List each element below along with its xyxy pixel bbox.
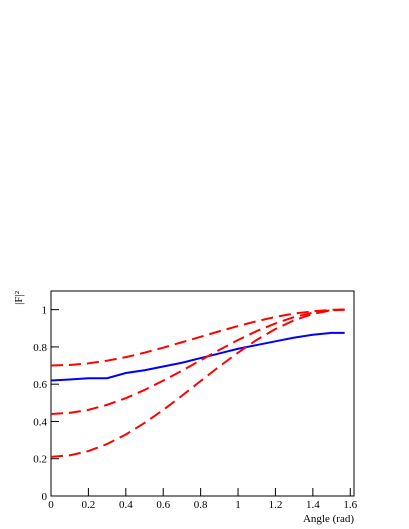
x-tick-label: 0.4 xyxy=(119,499,133,511)
x-tick-label: 1.6 xyxy=(343,499,357,511)
y-tick-label: 0.4 xyxy=(33,416,47,428)
x-tick-label: 0 xyxy=(48,499,54,511)
x-tick-label: 1.4 xyxy=(306,499,320,511)
y-tick-label: 0 xyxy=(42,491,48,503)
y-tick-label: 0.8 xyxy=(33,342,47,354)
y-tick-label: 0.6 xyxy=(33,379,47,391)
x-tick-label: 1.2 xyxy=(269,499,283,511)
series-line xyxy=(50,308,345,458)
series-line xyxy=(50,331,345,382)
series-line xyxy=(50,308,345,367)
x-tick-label: 0.8 xyxy=(194,499,208,511)
plot-frame xyxy=(50,290,355,497)
x-axis-label: Angle (rad) xyxy=(303,513,354,525)
series-line xyxy=(50,308,345,415)
y-tick-label: 1 xyxy=(42,305,48,317)
x-tick-label: 0.2 xyxy=(82,499,96,511)
x-tick-label: 1 xyxy=(235,499,241,511)
y-tick-label: 0.2 xyxy=(33,454,47,466)
y-axis-label: |F|² xyxy=(13,290,25,305)
x-tick-label: 0.6 xyxy=(156,499,170,511)
